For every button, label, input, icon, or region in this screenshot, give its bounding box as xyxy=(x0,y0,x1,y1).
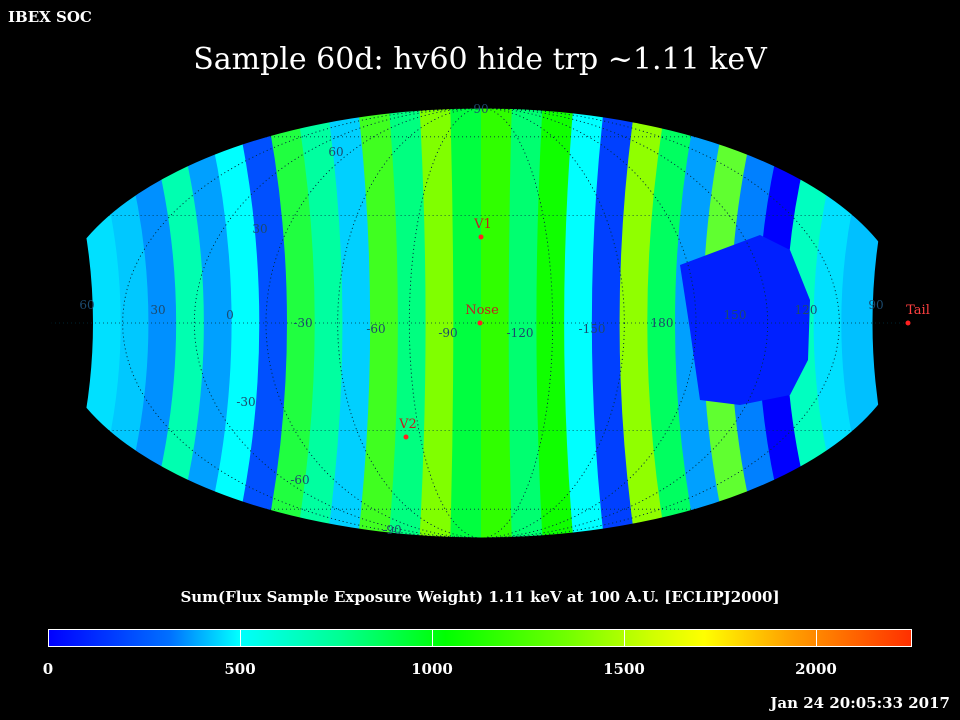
flux-band xyxy=(296,108,346,538)
timestamp: Jan 24 20:05:33 2017 xyxy=(770,694,950,712)
low-flux-region xyxy=(680,235,810,405)
colorbar-title: Sum(Flux Sample Exposure Weight) 1.11 ke… xyxy=(180,588,780,606)
longitude-labels: 60 30 0 -30 -60 -90 -120 -150 180 150 12… xyxy=(79,298,883,340)
colorbar-label: 1500 xyxy=(603,660,645,678)
lon-label: 180 xyxy=(651,316,674,330)
colorbar-label: 500 xyxy=(224,660,256,678)
colorbar-tick xyxy=(816,630,817,646)
lat-label: 60 xyxy=(328,145,343,159)
flux-band xyxy=(327,108,374,538)
graticule xyxy=(51,108,911,538)
marker-v2 xyxy=(403,434,409,440)
marker-label-v1: V1 xyxy=(473,217,492,232)
flux-band xyxy=(173,108,236,538)
marker-v1 xyxy=(478,234,484,240)
lon-label: 150 xyxy=(724,308,747,322)
flux-band xyxy=(112,108,180,538)
flux-band xyxy=(143,108,208,538)
lat-label: -30 xyxy=(236,395,255,409)
flux-band xyxy=(813,108,882,538)
colorbar-tick xyxy=(240,630,241,646)
lon-label: 30 xyxy=(150,303,165,317)
flux-band xyxy=(785,108,851,538)
colorbar-tick xyxy=(432,630,433,646)
lon-label: -60 xyxy=(366,322,385,336)
colorbar-tick xyxy=(624,630,625,646)
sky-map[interactable]: 60 30 0 -30 -60 -90 -120 -150 180 150 12… xyxy=(0,0,960,560)
lat-label: -90 xyxy=(382,523,401,537)
meridian xyxy=(337,108,625,538)
lon-label: -150 xyxy=(579,322,606,336)
flux-band xyxy=(81,108,152,538)
colorbar-label: 2000 xyxy=(795,660,837,678)
lon-label: 90 xyxy=(868,298,883,312)
flux-band xyxy=(564,108,605,538)
colorbar-label: 1000 xyxy=(411,660,453,678)
lon-label: -90 xyxy=(438,326,457,340)
latitude-labels: 90 60 30 -30 -60 -90 xyxy=(236,102,488,537)
marker-label-nose: Nose xyxy=(465,303,499,318)
flux-band xyxy=(388,108,430,538)
lon-label: 0 xyxy=(226,308,234,322)
meridian xyxy=(408,108,554,538)
markers: V1 Nose V2 Tail xyxy=(398,217,930,440)
marker-tail xyxy=(905,320,911,326)
lat-label: 30 xyxy=(252,222,267,236)
flux-band xyxy=(204,108,263,538)
lon-label: 60 xyxy=(79,298,94,312)
colorbar-label: 0 xyxy=(42,660,54,678)
lat-label: 90 xyxy=(473,102,488,116)
colorbar xyxy=(48,629,912,647)
map-outline xyxy=(50,107,912,539)
lon-label: -30 xyxy=(293,316,312,330)
brand-label: IBEX SOC xyxy=(8,8,92,26)
lon-label: 120 xyxy=(795,303,818,317)
lat-label: -60 xyxy=(290,473,309,487)
marker-label-tail: Tail xyxy=(906,303,930,318)
flux-band xyxy=(647,108,697,538)
marker-nose xyxy=(477,320,483,326)
page-title: Sample 60d: hv60 hide trp ~1.11 keV xyxy=(193,42,767,77)
lon-label: -120 xyxy=(507,326,534,340)
marker-label-v2: V2 xyxy=(398,417,417,432)
